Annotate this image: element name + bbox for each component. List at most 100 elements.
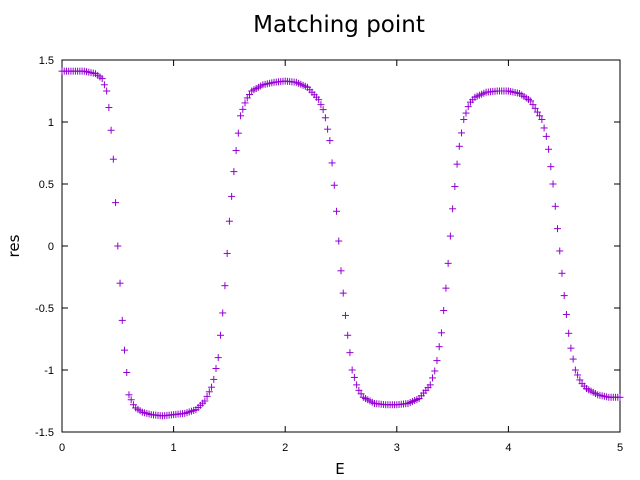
data-point xyxy=(109,155,117,163)
data-point xyxy=(576,376,584,384)
data-point xyxy=(444,259,452,267)
data-point xyxy=(527,97,535,105)
x-axis-label: E xyxy=(335,460,344,478)
x-tick-label: 3 xyxy=(394,442,400,454)
data-point xyxy=(560,292,568,300)
data-point xyxy=(353,381,361,389)
data-point xyxy=(453,160,461,168)
data-point xyxy=(437,329,445,337)
data-point xyxy=(98,75,106,83)
y-tick-label: -0.5 xyxy=(35,303,54,315)
data-point xyxy=(460,116,468,124)
data-point xyxy=(127,396,135,404)
chart-title: Matching point xyxy=(253,12,425,38)
data-point xyxy=(565,329,573,337)
data-point xyxy=(225,217,233,225)
data-point xyxy=(449,205,457,213)
data-point xyxy=(234,129,242,137)
data-point xyxy=(567,344,575,352)
data-point xyxy=(337,267,345,275)
data-point xyxy=(125,391,133,399)
data-point xyxy=(221,282,229,290)
data-point xyxy=(462,109,470,117)
data-point xyxy=(562,310,570,318)
data-point xyxy=(321,114,329,122)
data-point xyxy=(315,96,323,104)
data-point xyxy=(330,181,338,189)
data-point xyxy=(531,104,539,112)
data-point xyxy=(350,373,358,381)
data-point xyxy=(230,168,238,176)
x-tick-label: 1 xyxy=(171,442,177,454)
y-tick-label: -1.5 xyxy=(35,427,54,439)
data-point xyxy=(212,365,220,373)
data-point xyxy=(558,269,566,277)
data-point xyxy=(208,383,216,391)
data-point xyxy=(533,108,541,116)
data-point xyxy=(431,367,439,375)
data-point xyxy=(241,99,249,107)
data-point xyxy=(210,375,218,383)
data-point xyxy=(542,132,550,140)
data-point xyxy=(540,124,548,132)
data-point xyxy=(455,142,463,150)
data-point xyxy=(107,126,115,134)
data-point xyxy=(538,116,546,124)
x-tick-labels: 0 1 2 3 4 5 xyxy=(59,442,623,454)
data-point xyxy=(556,247,564,255)
data-point xyxy=(216,331,224,339)
data-point xyxy=(333,207,341,215)
data-point xyxy=(237,112,245,120)
data-point xyxy=(123,368,131,376)
data-point xyxy=(536,112,544,120)
data-point xyxy=(433,357,441,365)
axis-ticks xyxy=(61,59,621,433)
data-point xyxy=(442,284,450,292)
data-point xyxy=(239,105,247,113)
data-point xyxy=(616,393,624,401)
x-tick-label: 4 xyxy=(505,442,511,454)
data-point xyxy=(446,232,454,240)
data-point xyxy=(324,125,332,133)
data-point xyxy=(429,374,437,382)
y-axis-label: res xyxy=(5,234,23,257)
data-point xyxy=(120,346,128,354)
data-point xyxy=(348,366,356,374)
data-point xyxy=(100,81,108,89)
data-point xyxy=(551,202,559,210)
data-point xyxy=(201,397,209,405)
data-point xyxy=(203,392,211,400)
data-point xyxy=(232,147,240,155)
x-tick-label: 5 xyxy=(617,442,623,454)
data-point xyxy=(228,192,236,200)
data-point xyxy=(326,137,334,145)
data-points xyxy=(58,67,624,420)
data-point xyxy=(335,237,343,245)
y-tick-label: 0.5 xyxy=(39,179,54,191)
data-point xyxy=(554,225,562,233)
data-point xyxy=(440,306,448,314)
data-point xyxy=(219,309,227,317)
y-tick-labels: -1.5 -1 -0.5 0 0.5 1 1.5 xyxy=(35,55,54,439)
data-point xyxy=(346,349,354,357)
data-point xyxy=(529,101,537,109)
data-point xyxy=(103,87,111,95)
data-point xyxy=(317,101,325,109)
x-tick-label: 2 xyxy=(282,442,288,454)
y-tick-label: 1.5 xyxy=(39,55,54,67)
data-point xyxy=(344,331,352,339)
y-tick-label: 0 xyxy=(48,241,54,253)
data-point xyxy=(223,249,231,257)
data-point xyxy=(214,354,222,362)
data-point xyxy=(205,388,213,396)
data-point xyxy=(547,163,555,171)
data-point xyxy=(464,103,472,111)
data-point xyxy=(105,104,113,112)
y-tick-label: 1 xyxy=(48,117,54,129)
data-point xyxy=(569,355,577,363)
data-point xyxy=(319,106,327,114)
data-point xyxy=(118,316,126,324)
data-point xyxy=(339,289,347,297)
